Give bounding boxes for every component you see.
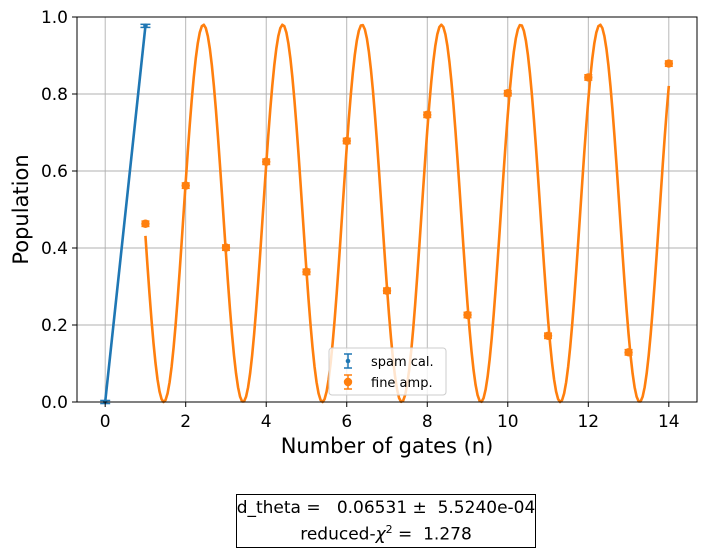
legend-label: fine amp.	[371, 376, 433, 391]
x-tick-label: 4	[261, 412, 272, 432]
chi-superscript: 2	[385, 522, 393, 536]
data-points	[100, 23, 674, 405]
data-point-fine-amp	[423, 110, 432, 119]
data-point-fine-amp	[624, 348, 633, 357]
data-point-fine-amp	[382, 286, 392, 295]
chi-symbol: χ	[375, 524, 386, 545]
fit-chi-squared-text: reduced-χ2 = 1.278	[300, 519, 472, 546]
y-tick-label: 0.8	[41, 85, 68, 105]
y-tick-label: 0.2	[41, 316, 68, 336]
x-tick-label: 14	[658, 412, 680, 432]
legend-box	[328, 347, 447, 396]
fit-curve-fine-amp	[144, 23, 671, 404]
data-point-fine-amp	[302, 267, 311, 277]
y-tick-label: 0.6	[41, 162, 68, 182]
data-point-spam	[143, 23, 148, 29]
data-point-fine-amp	[503, 89, 512, 98]
data-point-fine-amp	[543, 331, 553, 340]
fit-curves	[103, 23, 671, 404]
x-axis-label: Number of gates (n)	[281, 434, 494, 458]
data-point-fine-amp	[181, 181, 190, 190]
data-point-fine-amp	[584, 73, 593, 82]
legend-marker	[343, 377, 353, 387]
axis-ticks: 0 2 4 6 8 10 12 14 0.0 0.2 0.4 0.6 0.8 1.0	[41, 8, 680, 432]
grid	[77, 16, 697, 403]
x-tick-label: 2	[180, 412, 191, 432]
legend-label: spam cal.	[371, 355, 434, 370]
plot-frame	[76, 16, 698, 403]
fit-parameter-text: d_theta = 0.06531 ± 5.5240e-04	[236, 497, 536, 518]
data-point-fine-amp	[664, 59, 674, 68]
x-tick-label: 8	[422, 412, 433, 432]
chi-value: = 1.278	[392, 524, 472, 545]
x-tick-label: 12	[577, 412, 599, 432]
legend: spam cal. fine amp.	[328, 347, 447, 396]
data-point-fine-amp	[262, 157, 271, 166]
y-tick-label: 0.4	[41, 239, 68, 259]
y-axis-label: Population	[9, 154, 33, 264]
data-point-fine-amp	[221, 243, 231, 252]
data-point-fine-amp	[141, 219, 150, 228]
x-tick-label: 6	[341, 412, 352, 432]
x-tick-label: 10	[497, 412, 519, 432]
chi-prefix: reduced-	[300, 524, 376, 545]
fit-curve-spam-cal	[103, 25, 147, 403]
y-tick-label: 1.0	[41, 8, 68, 28]
data-point-fine-amp	[463, 310, 472, 320]
data-point-fine-amp	[342, 136, 351, 146]
fit-result-box: d_theta = 0.06531 ± 5.5240e-04 reduced-χ…	[236, 494, 536, 548]
legend-marker	[345, 358, 351, 364]
y-tick-label: 0.0	[41, 393, 68, 413]
x-tick-label: 0	[100, 412, 111, 432]
